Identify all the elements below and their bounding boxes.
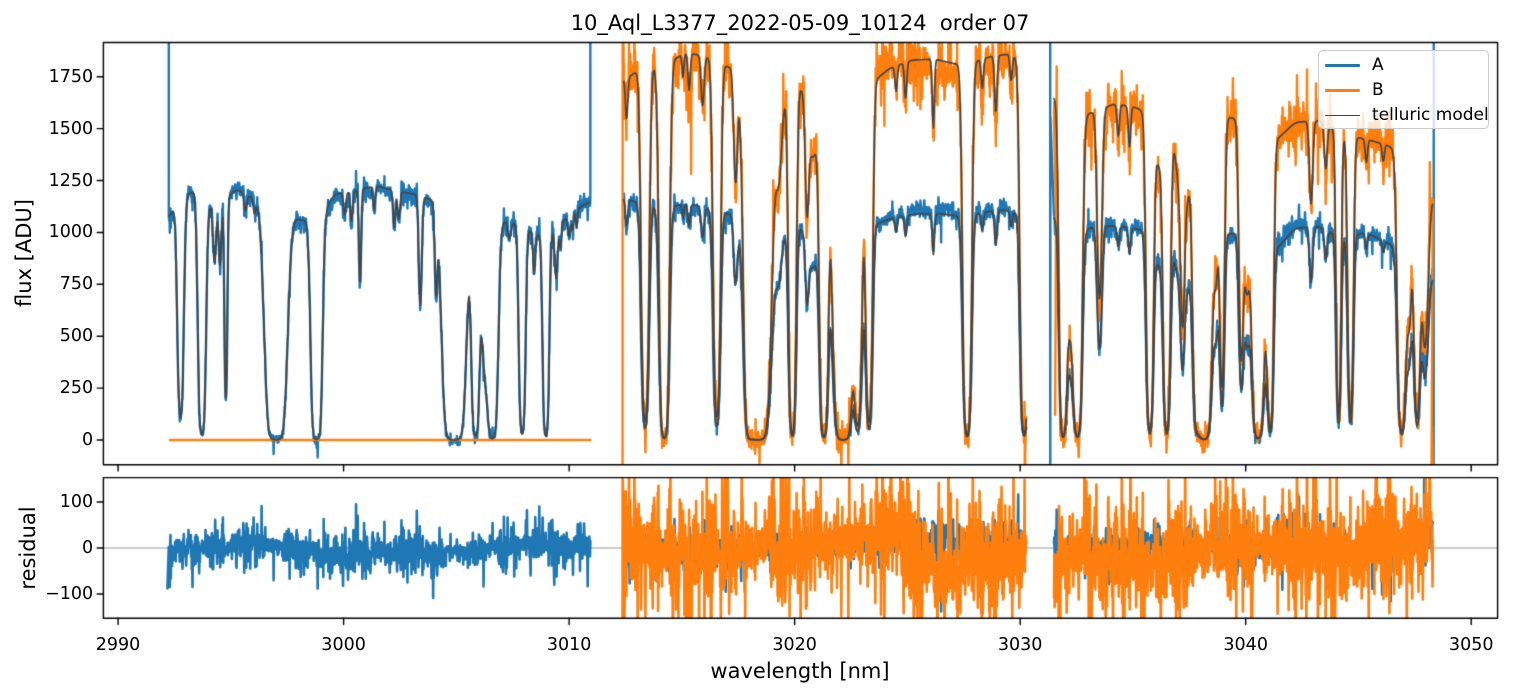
x-tick-label: 3030 <box>997 634 1043 655</box>
legend-entry: A <box>1319 53 1488 78</box>
legend-entry: telluric model <box>1319 103 1489 128</box>
legend-line-swatch <box>1325 89 1360 92</box>
legend-line-swatch <box>1325 114 1360 117</box>
y-axis-label-flux: flux [ADU] <box>11 199 36 307</box>
y-tick-label-residual: 100 <box>59 491 94 512</box>
x-tick-label: 3020 <box>772 634 817 655</box>
legend-entry: B <box>1319 78 1488 103</box>
y-tick-label-flux: 1500 <box>48 118 94 139</box>
x-tick-label: 3010 <box>546 634 592 655</box>
y-tick-label-residual: −100 <box>45 583 94 604</box>
x-tick-label: 2990 <box>95 634 141 655</box>
legend-entry-label: A <box>1372 55 1384 75</box>
y-tick-label-flux: 250 <box>59 378 94 399</box>
y-tick-label-flux: 750 <box>59 274 94 295</box>
legend-entry-label: B <box>1372 80 1384 100</box>
x-tick-label: 3000 <box>321 634 366 655</box>
legend-line-swatch <box>1325 64 1360 67</box>
y-axis-label-residual: residual <box>16 506 40 590</box>
y-tick-label-flux: 1750 <box>48 66 94 87</box>
x-axis-label: wavelength [nm] <box>710 659 890 683</box>
y-tick-label-flux: 1000 <box>48 222 94 243</box>
x-tick-label: 3040 <box>1223 634 1268 655</box>
y-tick-label-residual: 0 <box>82 537 94 558</box>
y-tick-label-flux: 1250 <box>48 170 94 191</box>
legend-entry-label: telluric model <box>1372 105 1489 125</box>
figure-title: 10_Aql_L3377_2022-05-09_10124 order 07 <box>570 11 1030 35</box>
y-tick-label-flux: 500 <box>59 326 94 347</box>
x-tick-label: 3050 <box>1448 634 1494 655</box>
y-tick-label-flux: 0 <box>82 429 94 450</box>
